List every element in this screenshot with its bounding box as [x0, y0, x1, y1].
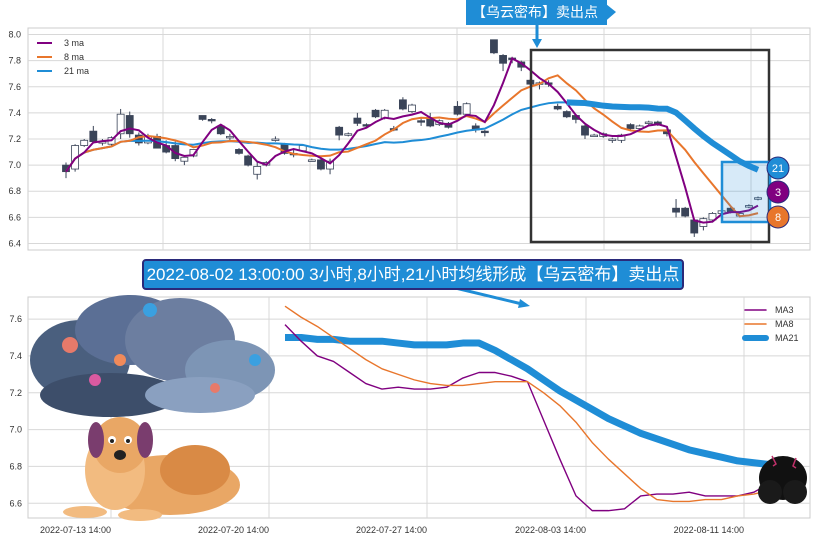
legend-label: 3 ma	[64, 38, 84, 48]
candle-body	[198, 115, 207, 120]
legend-label: MA21	[775, 333, 799, 343]
candle-body	[253, 166, 262, 175]
y-tick-label: 7.8	[8, 56, 21, 66]
y-tick-label: 7.6	[9, 314, 22, 324]
candle	[207, 118, 216, 124]
x-tick-label: 2022-08-11 14:00	[674, 525, 744, 535]
x-tick-label: 2022-08-03 14:00	[515, 525, 586, 535]
legend-label: MA8	[775, 319, 794, 329]
candle	[398, 97, 407, 111]
legend-label: MA3	[775, 305, 794, 315]
candle-body	[417, 120, 426, 123]
candle	[480, 129, 489, 137]
candle-body	[225, 135, 234, 139]
candle	[80, 139, 89, 147]
candle	[253, 162, 262, 180]
legend-label: 8 ma	[64, 52, 84, 62]
candle-body	[344, 133, 353, 136]
candle	[307, 158, 316, 162]
x-tick-label: 2022-07-27 14:00	[356, 525, 427, 535]
candle	[371, 108, 380, 119]
candle-body	[207, 119, 216, 122]
candle-body	[125, 115, 134, 135]
candle	[180, 156, 189, 166]
y-tick-label: 6.8	[8, 186, 21, 196]
top-flag-label: 【乌云密布】卖出点	[466, 0, 607, 25]
candle-body	[307, 159, 316, 162]
candle	[453, 101, 462, 116]
candle	[244, 154, 253, 167]
y-tick-label: 7.4	[9, 351, 22, 361]
y-tick-label: 6.4	[8, 238, 21, 248]
candle	[417, 118, 426, 126]
y-tick-label: 6.6	[9, 498, 22, 508]
candle	[116, 108, 125, 139]
candle-body	[517, 61, 526, 68]
candle-body	[480, 130, 489, 134]
y-tick-label: 7.0	[9, 425, 22, 435]
candle-body	[271, 138, 280, 141]
candle-body	[326, 160, 334, 170]
candle	[408, 103, 416, 113]
x-tick-label: 2022-07-13 14:00	[40, 525, 111, 535]
candle	[235, 148, 243, 155]
candle-body	[453, 105, 462, 115]
plot-area	[27, 296, 811, 519]
candle-body	[235, 149, 243, 154]
candle	[216, 124, 225, 136]
y-tick-label: 7.6	[8, 82, 21, 92]
series-line-ma21	[285, 334, 771, 469]
y-tick-label: 6.8	[9, 461, 22, 471]
candle	[326, 158, 334, 175]
candle-body	[353, 117, 362, 124]
candle	[317, 157, 325, 171]
y-tick-label: 7.2	[9, 388, 22, 398]
y-tick-label: 6.6	[8, 212, 21, 222]
candle-body	[398, 99, 407, 110]
candle	[344, 132, 353, 137]
y-tick-label: 7.4	[8, 108, 21, 118]
candle	[499, 54, 507, 72]
legend-label: 21 ma	[64, 66, 89, 76]
y-tick-label: 7.0	[8, 160, 21, 170]
x-tick-label: 2022-07-20 14:00	[198, 525, 269, 535]
candle-body	[244, 155, 253, 166]
candle-body	[371, 109, 380, 118]
candle-body	[408, 104, 416, 112]
candle-body	[499, 55, 507, 64]
candle-body	[180, 156, 189, 162]
candle	[353, 112, 362, 126]
candle	[335, 125, 344, 141]
y-tick-label: 8.0	[8, 30, 21, 40]
y-tick-label: 7.2	[8, 134, 21, 144]
candle-body	[490, 39, 498, 54]
candle	[198, 115, 207, 121]
signal-banner: 2022-08-02 13:00:00 3小时,8小时,21小时均线形成【乌云密…	[142, 259, 684, 290]
candle-body	[335, 126, 344, 136]
candle-body	[80, 139, 89, 146]
candle-body	[216, 125, 225, 135]
series-line-ma8	[284, 305, 771, 503]
candle-body	[317, 159, 325, 170]
candle	[490, 39, 498, 55]
candle-body	[116, 113, 125, 135]
candle	[125, 111, 134, 138]
candle	[271, 136, 280, 142]
